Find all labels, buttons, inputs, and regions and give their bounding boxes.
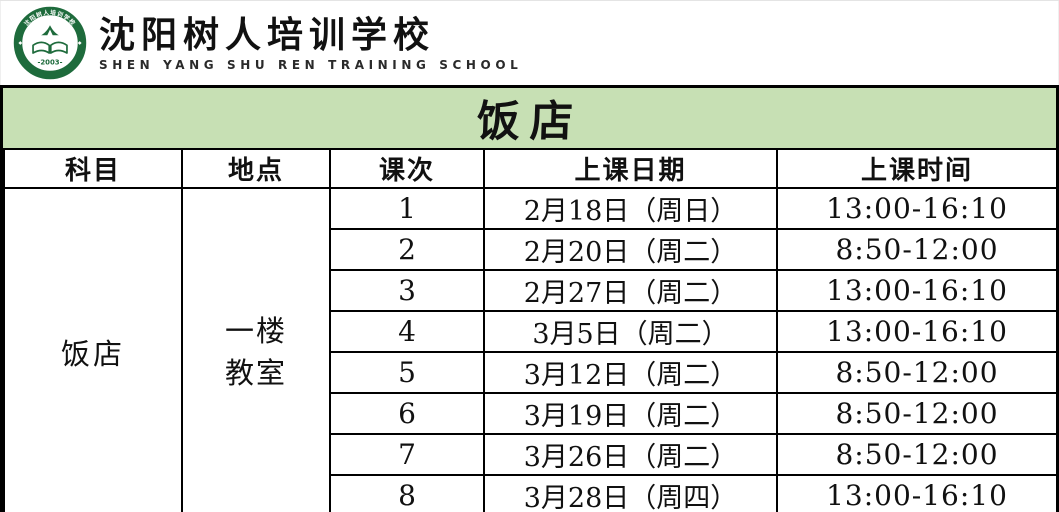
school-name-block: 沈阳树人培训学校 SHEN YANG SHU REN TRAINING SCHO… [99,13,522,71]
time-cell: 8:50-12:00 [776,392,1058,435]
table-row: 3 2月27日（周二） 13:00-16:10 [4,269,1058,312]
logo-ring [13,6,87,79]
time-cell: 8:50-12:00 [776,433,1058,476]
school-header: 沈阳树人培训学校 SHEN YANG SHU REN TRAINING SCHO… [0,0,1059,85]
table-row: 8 3月28日（周四） 13:00-16:10 [4,474,1058,512]
time-cell: 13:00-16:10 [776,269,1058,312]
date-cell: 2月18日（周日） [483,187,778,230]
date-cell: 3月5日（周二） [483,310,778,353]
logo-right-star-icon [77,40,82,45]
lesson-number-cell: 7 [329,433,485,476]
title-bar: 饭店 [3,88,1056,148]
table-header-row: 科目 地点 课次 上课日期 上课时间 [3,148,1058,189]
school-name: 沈阳树人培训学校 [99,14,436,57]
lesson-number-cell: 1 [329,187,485,230]
lesson-number-cell: 8 [329,474,485,512]
logo-bird-icon [41,24,59,35]
school-name-en: SHEN YANG SHU REN TRAINING SCHOOL [99,57,523,72]
col-header-subject: 科目 [3,148,183,189]
table-row: 7 3月26日（周二） 8:50-12:00 [4,433,1058,476]
date-cell: 2月27日（周二） [483,269,778,312]
date-cell: 3月19日（周二） [483,392,778,435]
lesson-number-cell: 3 [329,269,485,312]
col-header-lesson: 课次 [329,148,485,189]
date-cell: 3月12日（周二） [483,351,778,394]
col-header-time: 上课时间 [776,148,1058,189]
lesson-number-cell: 4 [329,310,485,353]
col-header-location: 地点 [181,148,331,189]
date-cell: 3月28日（周四） [483,474,778,512]
lesson-number-cell: 2 [329,228,485,271]
schedule-sheet: 饭店 科目 地点 课次 上课日期 上课时间 饭店 一楼 教室 1 2月18日 [0,85,1059,512]
time-cell: 13:00-16:10 [776,474,1058,512]
col-header-date: 上课日期 [483,148,778,189]
location-cell: 一楼 教室 [181,187,331,512]
date-cell: 3月26日（周二） [483,433,778,476]
time-cell: 8:50-12:00 [776,351,1058,394]
table-row: 5 3月12日（周二） 8:50-12:00 [4,351,1058,394]
time-cell: 8:50-12:00 [776,228,1058,271]
table-row: 饭店 一楼 教室 1 2月18日（周日） 13:00-16:10 [3,187,1058,512]
lesson-number-cell: 6 [329,392,485,435]
subject-cell: 饭店 [3,187,183,512]
logo-open-book-icon [32,41,68,54]
time-cell: 13:00-16:10 [776,310,1058,353]
table-row: 2 2月20日（周二） 8:50-12:00 [4,228,1058,271]
logo-year-text: -2003- [37,58,62,66]
logo-left-star-icon [18,40,23,45]
table-row: 6 3月19日（周二） 8:50-12:00 [4,392,1058,435]
date-cell: 2月20日（周二） [483,228,778,271]
lesson-number-cell: 5 [329,351,485,394]
schedule-table: 科目 地点 课次 上课日期 上课时间 饭店 一楼 教室 1 2月18日（周日） … [3,148,1058,512]
location-line-1: 一楼 [224,313,287,348]
school-logo-icon: 沈阳树人培训学校 SHEN YANG SHU REN TRAINING SCHO… [13,6,87,79]
time-cell: 13:00-16:10 [776,187,1058,230]
location-line-2: 教室 [224,356,287,390]
sheet-title: 饭店 [475,97,584,147]
table-row: 4 3月5日（周二） 13:00-16:10 [4,310,1058,353]
